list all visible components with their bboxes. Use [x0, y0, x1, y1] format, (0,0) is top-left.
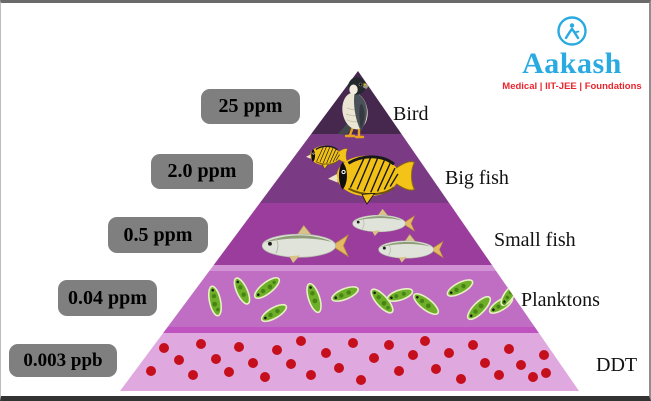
label-small-fish: Small fish	[494, 229, 576, 251]
label-ddt: DDT	[596, 354, 638, 376]
concentration-badge-big-fish: 2.0 ppm	[151, 154, 253, 189]
concentration-badge-bird: 25 ppm	[201, 89, 300, 124]
label-big-fish: Big fish	[445, 167, 509, 189]
brand-name: Aakash	[522, 47, 622, 80]
concentration-badge-planktons: 0.04 ppm	[58, 280, 157, 316]
badge-text: 0.04 ppm	[68, 286, 147, 309]
level-divider	[120, 265, 579, 271]
butterflyfish-icon	[306, 145, 416, 205]
badge-text: 0.5 ppm	[123, 223, 193, 246]
aakash-logo-icon	[557, 16, 587, 46]
badge-text: 25 ppm	[218, 95, 283, 117]
level-divider	[120, 327, 579, 333]
badge-text: 0.003 ppb	[23, 349, 103, 371]
aakash-logo: Aakash Medical | IIT-JEE | Foundations	[498, 15, 646, 92]
brand-tagline: Medical | IIT-JEE | Foundations	[502, 81, 642, 92]
concentration-badge-small-fish: 0.5 ppm	[108, 217, 208, 253]
label-bird: Bird	[393, 103, 429, 125]
badge-text: 2.0 ppm	[167, 160, 237, 182]
label-planktons: Planktons	[521, 289, 600, 311]
concentration-badge-ddt: 0.003 ppb	[9, 344, 117, 377]
silver-fish-icon	[261, 209, 444, 264]
falcon-icon	[338, 77, 369, 139]
